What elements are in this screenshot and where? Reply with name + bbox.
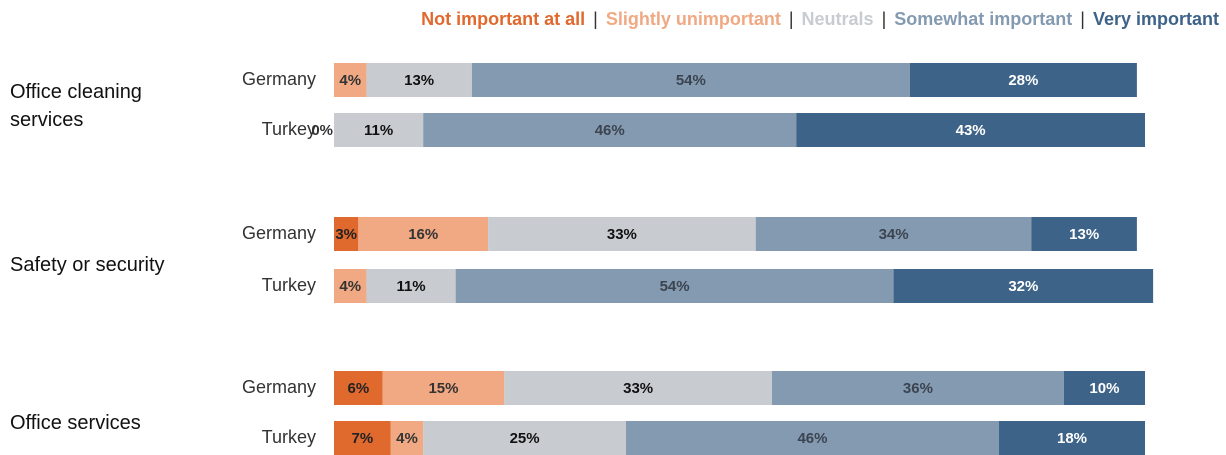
- data-label: 34%: [879, 226, 909, 243]
- legend-entry: Very important: [1093, 9, 1219, 29]
- data-label: 54%: [660, 278, 690, 295]
- bar-segment: [366, 63, 472, 97]
- category-label: Germany: [242, 377, 316, 397]
- bar-segment: [366, 269, 456, 303]
- bar-segment: [382, 371, 505, 405]
- data-label: 4%: [339, 72, 361, 89]
- bar-segment: [455, 269, 894, 303]
- data-label: 16%: [408, 226, 438, 243]
- data-label: 11%: [396, 278, 425, 295]
- category-label: Turkey: [262, 275, 316, 295]
- legend-entry: Neutrals: [802, 9, 874, 29]
- bar-segment: [1063, 371, 1145, 405]
- data-label: 33%: [623, 380, 653, 397]
- data-label: 46%: [595, 122, 625, 139]
- data-label: 28%: [1008, 72, 1038, 89]
- bar-segment: [909, 63, 1137, 97]
- data-label: 6%: [347, 380, 369, 397]
- bar-segment: [1031, 217, 1137, 251]
- bar-segment: [423, 113, 797, 147]
- data-label: 32%: [1008, 278, 1038, 295]
- bar-segment: [771, 371, 1064, 405]
- data-label: 46%: [797, 430, 827, 447]
- data-label: 13%: [404, 72, 434, 89]
- bar-segment: [488, 217, 756, 251]
- category-label: Turkey: [262, 119, 316, 139]
- legend: Not important at all | Slightly unimportan…: [421, 9, 1219, 29]
- bar-segment: [625, 421, 1000, 455]
- data-label: 10%: [1089, 380, 1119, 397]
- bar-segment: [334, 113, 424, 147]
- data-label: 18%: [1057, 430, 1087, 447]
- data-label: 33%: [607, 226, 637, 243]
- bar-segment: [471, 63, 910, 97]
- data-label: 13%: [1069, 226, 1099, 243]
- data-label: 11%: [364, 122, 393, 139]
- legend-separator: |: [789, 9, 794, 29]
- group-label: Office services: [10, 412, 141, 434]
- category-label: Turkey: [262, 427, 316, 447]
- bar-segment: [334, 217, 359, 251]
- legend-entry: Not important at all: [421, 9, 585, 29]
- data-label: 7%: [352, 430, 374, 447]
- legend-separator: |: [593, 9, 598, 29]
- bar-segment: [334, 269, 367, 303]
- data-label: 4%: [396, 430, 418, 447]
- data-label: 36%: [903, 380, 933, 397]
- bar-segment: [358, 217, 489, 251]
- bar-segment: [390, 421, 424, 455]
- category-label: Germany: [242, 69, 316, 89]
- bar-segment: [334, 421, 391, 455]
- data-label: 54%: [676, 72, 706, 89]
- legend-entry: Somewhat important: [894, 9, 1072, 29]
- category-label: Germany: [242, 223, 316, 243]
- data-label: 0%: [311, 122, 333, 139]
- data-label: 15%: [428, 380, 458, 397]
- group-label: Office cleaning services: [10, 81, 142, 131]
- bar-segment: [504, 371, 772, 405]
- data-label: 25%: [510, 430, 540, 447]
- bar-segment: [999, 421, 1145, 455]
- bar-segment: [755, 217, 1032, 251]
- legend-entry: Slightly unimportant: [606, 9, 781, 29]
- bar-segment: [334, 63, 367, 97]
- bar-segment: [423, 421, 626, 455]
- bar-segment: [893, 269, 1154, 303]
- data-label: 43%: [956, 122, 986, 139]
- bar-segment: [334, 371, 383, 405]
- data-label: 4%: [339, 278, 361, 295]
- legend-separator: |: [1080, 9, 1085, 29]
- legend-separator: |: [882, 9, 887, 29]
- group-label: Safety or security: [10, 254, 165, 276]
- bar-segment: [796, 113, 1145, 147]
- data-label: 3%: [335, 226, 357, 243]
